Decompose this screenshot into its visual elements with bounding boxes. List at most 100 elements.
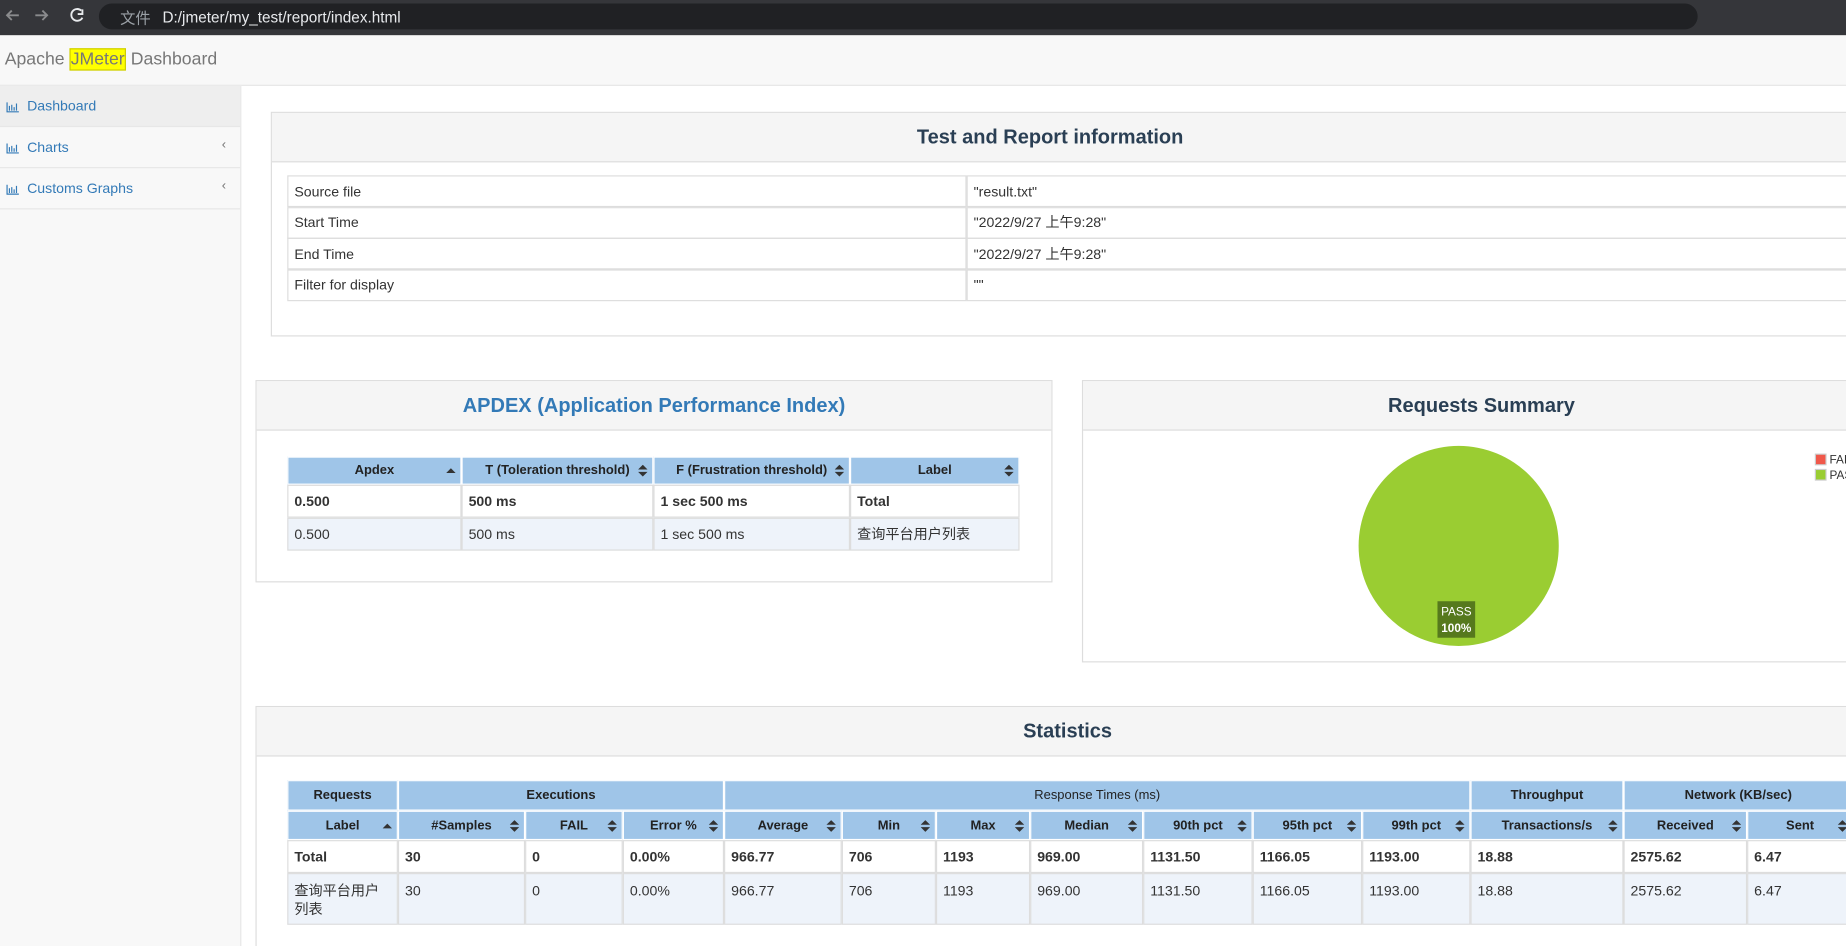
group-header: Executions	[397, 780, 725, 811]
sidebar-item[interactable]: Dashboard	[0, 85, 241, 128]
apdex-cell: 查询平台用户列表	[850, 517, 1020, 551]
sidebar-label: Customs Graphs	[27, 180, 134, 197]
slice-label: PASS	[1441, 605, 1472, 618]
info-cell: ""	[966, 268, 1846, 301]
stat-cell: 966.77	[724, 840, 842, 874]
stat-cell: 1131.50	[1143, 840, 1253, 874]
info-cell: "result.txt"	[966, 175, 1846, 208]
address-bar[interactable]: 文件 D:/jmeter/my_test/report/index.html	[98, 3, 1698, 30]
chevron: ‹	[221, 137, 227, 152]
column-header[interactable]: #Samples	[397, 810, 526, 841]
column-header[interactable]: Transactions/s	[1470, 810, 1624, 841]
sort-icon	[1837, 819, 1846, 832]
brand[interactable]: Apache JMeter Dashboard	[4, 48, 218, 71]
legend-swatch	[1814, 453, 1827, 466]
sort-icon	[826, 819, 836, 832]
column-header[interactable]: Sent	[1747, 810, 1846, 841]
group-header: Throughput	[1470, 780, 1624, 811]
legend-label: PASS	[1830, 469, 1846, 482]
apdex-cell: 0.500	[287, 517, 462, 551]
panel-title: Statistics	[256, 707, 1846, 757]
sort-icon	[1237, 819, 1247, 832]
stat-cell: 1193.00	[1362, 873, 1471, 925]
sidebar-item[interactable]: Customs Graphs ‹	[0, 168, 241, 210]
stat-cell: 0.00%	[622, 840, 725, 874]
group-header: Requests	[287, 780, 398, 811]
column-header[interactable]: 95th pct	[1252, 810, 1363, 841]
info-cell: End Time	[287, 237, 967, 270]
sidebar: Dashboard Charts ‹ Customs Graphs ‹	[0, 85, 242, 946]
column-header[interactable]: F (Frustration threshold)	[653, 456, 851, 485]
panel: Requests Summary FAIL PASS PASS 100%	[1081, 380, 1846, 663]
column-header[interactable]: Received	[1623, 810, 1748, 841]
stat-cell: 706	[841, 873, 936, 925]
sort-icon	[1346, 819, 1357, 832]
group-header: Response Times (ms)	[724, 780, 1471, 811]
stat-cell: 1166.05	[1252, 873, 1363, 925]
stat-cell: 969.00	[1030, 873, 1144, 925]
legend-swatch	[1814, 468, 1827, 481]
pie-chart: FAIL PASS PASS 100%	[1358, 445, 1846, 646]
column-header[interactable]: Max	[935, 810, 1031, 841]
stat-cell: 18.88	[1470, 873, 1624, 925]
info-cell: Start Time	[287, 206, 967, 239]
sidebar-label: Dashboard	[27, 97, 97, 115]
nav-buttons[interactable]	[0, 0, 99, 35]
stat-cell: 1166.05	[1252, 840, 1363, 874]
brand-text: Apache	[4, 49, 65, 70]
brand-text: Dashboard	[130, 49, 218, 70]
sidebar-item[interactable]: Charts ‹	[0, 127, 241, 169]
stat-cell: 6.47	[1747, 873, 1846, 925]
navbar: Apache JMeter Dashboard	[0, 35, 1846, 86]
sort-icon	[1004, 464, 1014, 477]
column-header[interactable]: 99th pct	[1362, 810, 1471, 841]
apdex-cell: 500 ms	[461, 517, 654, 551]
column-header[interactable]: Average	[724, 810, 842, 841]
info-cell: Source file	[287, 175, 967, 208]
panel-title: Test and Report information	[271, 112, 1846, 163]
brand-highlight: JMeter	[69, 48, 126, 71]
column-header[interactable]: Median	[1030, 810, 1144, 841]
browser-toolbar: 文件 D:/jmeter/my_test/report/index.html	[0, 0, 1846, 36]
column-header[interactable]: FAIL	[525, 810, 623, 841]
stat-cell: 969.00	[1030, 840, 1144, 874]
stat-cell: Total	[287, 840, 398, 874]
apdex-cell: 1 sec 500 ms	[653, 484, 851, 518]
stat-cell: 1193	[935, 873, 1031, 925]
info-cell: Filter for display	[287, 268, 967, 301]
column-header[interactable]: Min	[841, 810, 936, 841]
sort-icon	[607, 819, 617, 832]
sidebar-label: Charts	[27, 138, 69, 156]
apdex-cell: 0.500	[287, 484, 462, 518]
sort-icon	[1731, 819, 1742, 832]
stat-cell: 18.88	[1470, 840, 1624, 874]
icon	[6, 143, 19, 154]
sort-icon	[834, 464, 845, 477]
pie-slice	[1358, 445, 1559, 646]
sort-icon	[446, 468, 456, 473]
url: D:/jmeter/my_test/report/index.html	[162, 7, 401, 26]
stat-cell: 706	[841, 840, 936, 874]
sort-icon	[1127, 819, 1138, 832]
panel-title: APDEX (Application Performance Index)	[256, 381, 1052, 431]
column-header[interactable]: Label	[850, 456, 1020, 485]
chevron: ‹	[221, 178, 227, 193]
sort-icon	[1608, 819, 1618, 832]
column-header[interactable]: Apdex	[287, 456, 462, 485]
stat-cell: 966.77	[724, 873, 842, 925]
column-header[interactable]: T (Toleration threshold)	[461, 456, 654, 485]
stat-cell: 0.00%	[622, 873, 725, 925]
column-header[interactable]: Error %	[622, 810, 725, 841]
info-cell: "2022/9/27 上午9:28"	[966, 237, 1846, 270]
stat-cell: 30	[397, 840, 526, 874]
column-header[interactable]: Label	[287, 810, 398, 841]
sort-icon	[509, 819, 520, 832]
sort-icon	[382, 823, 393, 828]
column-header[interactable]: 90th pct	[1143, 810, 1253, 841]
panel-title: Requests Summary	[1083, 381, 1846, 431]
sort-icon	[1455, 819, 1465, 832]
apdex-cell: Total	[850, 484, 1020, 518]
icon	[6, 184, 19, 195]
